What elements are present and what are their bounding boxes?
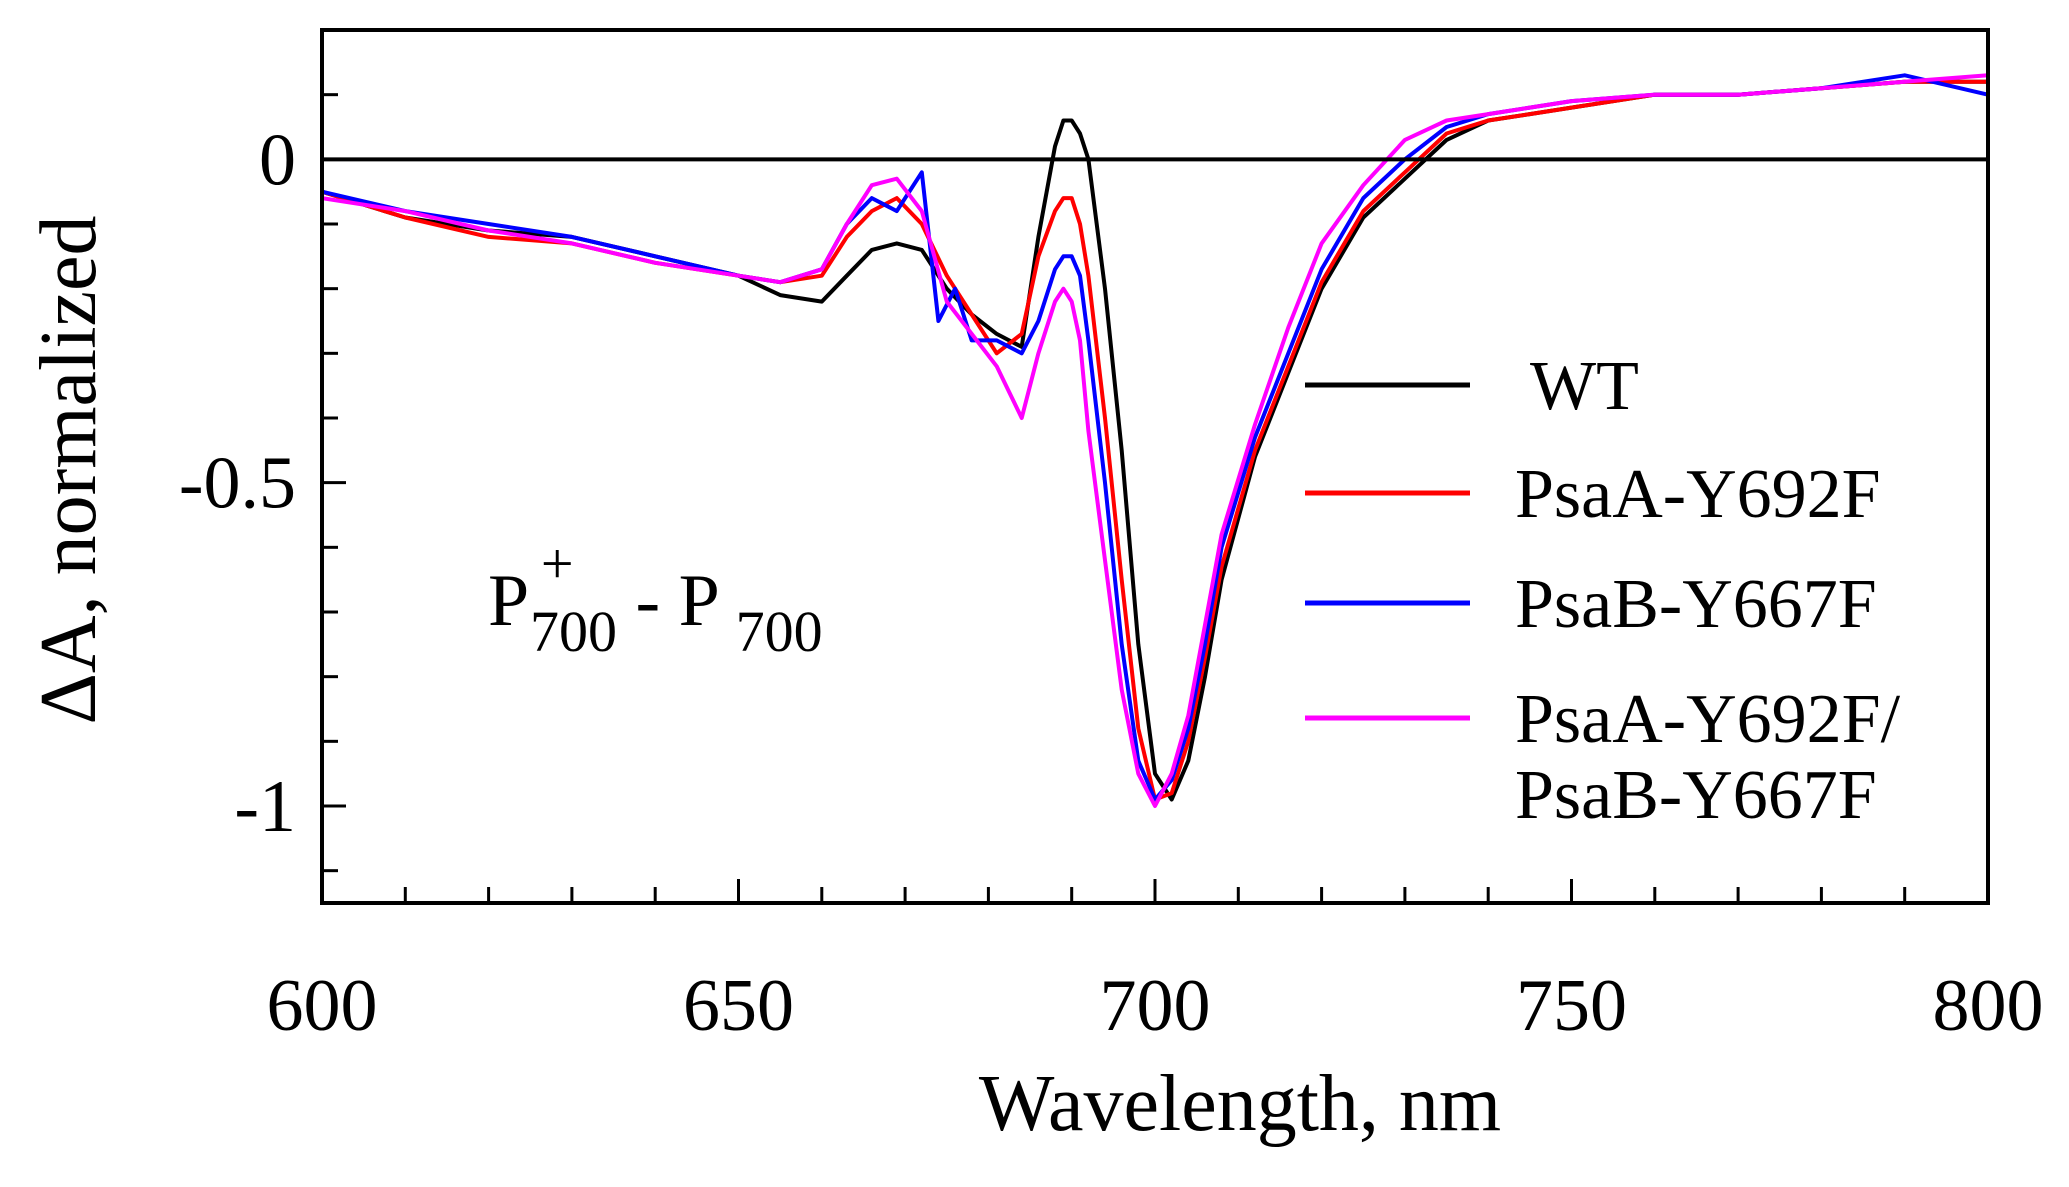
legend-label-continuation: PsaB-Y667F: [1515, 757, 1877, 834]
legend-label: PsaA-Y692F: [1515, 456, 1881, 533]
series-layer: [321, 73, 1989, 808]
ticklabel-layer: 600 650 700 750 800 0 -0.5 -1: [179, 119, 2044, 1047]
y-tick-label: -1: [234, 766, 296, 848]
y-tick-label: -0.5: [179, 443, 296, 525]
x-tick-label: 800: [1933, 965, 2044, 1047]
legend-label: PsaB-Y667F: [1515, 566, 1877, 643]
y-tick-label: 0: [259, 119, 296, 201]
annot-subscript-2: 700: [736, 599, 823, 664]
x-tick-label: 600: [267, 965, 378, 1047]
x-tick-label: 650: [683, 965, 794, 1047]
legend-label: WT: [1530, 348, 1639, 425]
y-axis-title: ΔA, normalized: [25, 215, 113, 724]
series-line-psaa-y692f: [321, 79, 1988, 802]
annot-subscript-1: 700: [530, 599, 617, 664]
legend-label: PsaA-Y692F/: [1515, 681, 1901, 758]
p700-annotation: P + 700 - P 700: [488, 518, 823, 668]
series-line-psaa-y692f-: [321, 73, 1989, 808]
annot-base-1: P: [488, 560, 527, 642]
x-tick-label: 700: [1100, 965, 1211, 1047]
x-tick-label: 750: [1516, 965, 1627, 1047]
annot-base-2: P: [679, 560, 718, 642]
legend: WTPsaA-Y692FPsaB-Y667FPsaA-Y692F/PsaB-Y6…: [1305, 348, 1901, 834]
annot-dash: -: [636, 560, 679, 642]
tick-layer: [322, 93, 1907, 903]
annot-superscript: +: [541, 531, 574, 596]
x-axis-title: Wavelength, nm: [979, 1060, 1501, 1148]
